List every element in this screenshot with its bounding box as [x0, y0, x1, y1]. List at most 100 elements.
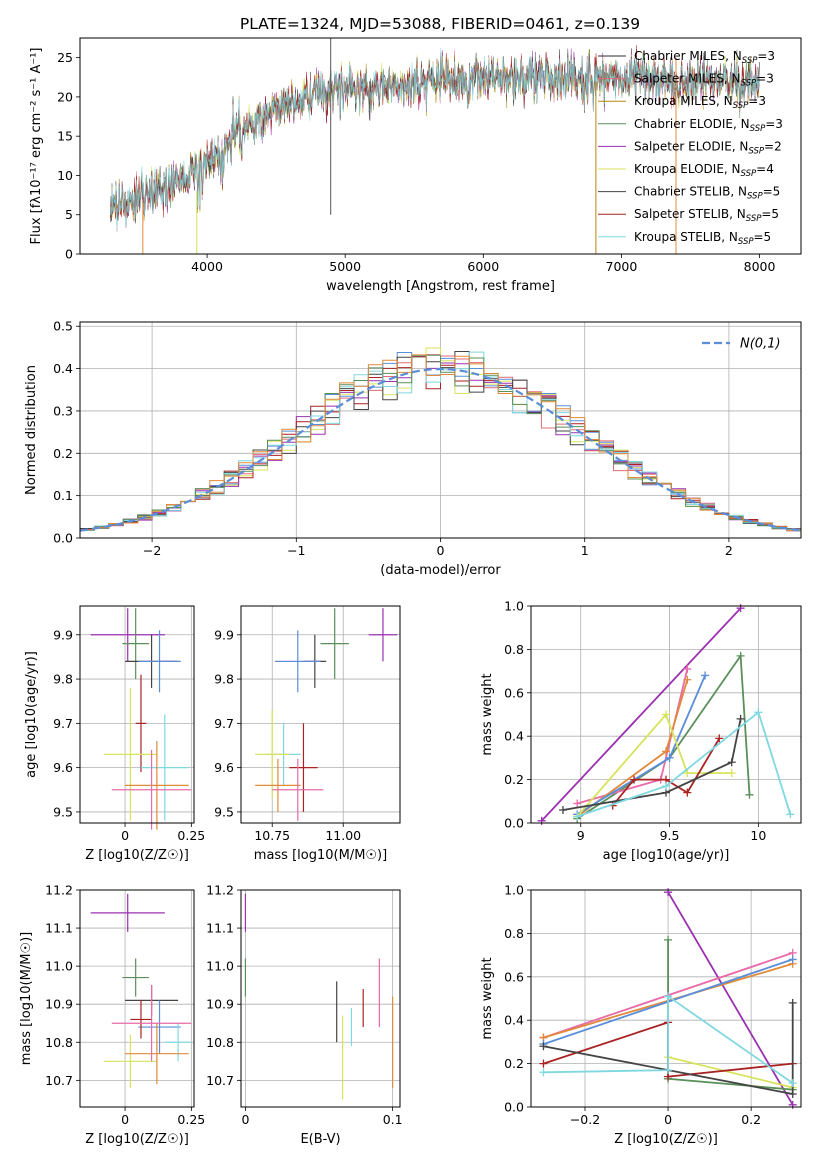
- mass-weight-vs-age-panel: 9 9.5 10 0.0 0.2 0.4 0.6 0.8 1.0 age [log10(age/y…: [480, 599, 802, 863]
- weight-line: [576, 710, 792, 818]
- legend-entry-text: Chabrier STELIB, N: [634, 185, 747, 199]
- weight-marker: [558, 805, 567, 814]
- x-tick-label: 7000: [606, 259, 638, 274]
- weight-marker: [539, 1059, 548, 1068]
- residual-histogram-panel: −2 −1 0 1 2 0.0 0.1 0.2 0.3 0.4 0.5 (data-model)/er…: [24, 319, 802, 578]
- y-tick-label: 9.5: [53, 804, 73, 819]
- axes-frame: [79, 889, 195, 1108]
- figure-title: PLATE=1324, MJD=53088, FIBERID=0461, z=0…: [240, 15, 640, 33]
- y-tick-label: 1.0: [504, 883, 524, 898]
- y-tick-label: 0.0: [53, 531, 73, 546]
- legend-entry-text: Kroupa STELIB, N: [634, 230, 738, 244]
- weight-marker: [727, 758, 736, 767]
- y-tick-label: 0.4: [53, 361, 73, 376]
- legend-entry-subscript: SSP: [747, 192, 763, 202]
- axes-frame: [530, 889, 802, 1108]
- y-tick-label: 0.1: [53, 488, 73, 503]
- weight-marker: [662, 782, 670, 791]
- weight-marker: [683, 788, 692, 797]
- y-axis-label: Flux [fλ10⁻¹⁷ erg cm⁻² s⁻¹ A⁻¹]: [29, 48, 44, 245]
- x-axis-label: Z [log10(Z/Z☉)]: [85, 848, 189, 863]
- weight-line: [667, 1056, 793, 1089]
- x-tick-label: −0.2: [570, 1112, 600, 1127]
- x-tick-label: 10: [750, 828, 766, 843]
- y-tick-label: 0.2: [53, 446, 73, 461]
- legend-entry-text: Salpeter STELIB, N: [634, 207, 746, 221]
- y-tick-label: 0.2: [504, 1056, 524, 1071]
- legend-entry-subscript: SSP: [738, 237, 754, 247]
- y-axis-label: age [log10(age/yr)]: [24, 651, 39, 778]
- y-tick-label: 0.4: [504, 729, 524, 744]
- y-tick-label: 0.6: [504, 685, 524, 700]
- weight-marker: [715, 734, 724, 743]
- weight-marker: [754, 708, 763, 717]
- weight-marker: [736, 651, 745, 660]
- x-tick-label: 0: [664, 1112, 672, 1127]
- weight-marker: [788, 1089, 797, 1098]
- x-tick-label: 1: [581, 543, 589, 558]
- legend-entry: Salpeter MILES, NSSP=3: [634, 72, 774, 89]
- y-tick-label: 11.0: [45, 959, 73, 974]
- weight-line: [562, 718, 742, 811]
- y-tick-label: 9.5: [214, 804, 234, 819]
- legend-entry: Salpeter ELODIE, NSSP=2: [634, 139, 782, 156]
- legend-entry: Kroupa ELODIE, NSSP=4: [634, 162, 774, 179]
- y-axis-label: mass [log10(M/M☉)]: [19, 932, 34, 1065]
- legend-entry: Salpeter STELIB, NSSP=5: [634, 207, 779, 224]
- y-tick-label: 9.8: [214, 672, 234, 687]
- x-tick-label: 0.25: [177, 828, 205, 843]
- y-axis-label: mass weight: [480, 673, 495, 755]
- y-tick-label: 0.4: [504, 1013, 524, 1028]
- y-tick-label: 9.7: [214, 716, 234, 731]
- x-axis-label: (data-model)/error: [380, 563, 501, 578]
- legend-entry-value: =3: [748, 94, 766, 108]
- x-axis-label: Z [log10(Z/Z☉)]: [614, 1132, 718, 1147]
- x-tick-label: 5000: [329, 259, 361, 274]
- mass-weight-vs-metallicity-panel: −0.2 0 0.2 0.0 0.2 0.4 0.6 0.8 1.0 Z [log10(Z/Z☉)…: [480, 883, 802, 1147]
- histogram-step: [80, 354, 801, 531]
- y-tick-label: 0.5: [53, 319, 73, 334]
- legend-entry-text: Chabrier ELODIE, N: [634, 117, 750, 131]
- x-tick-label: 0: [121, 828, 129, 843]
- y-tick-label: 11.1: [206, 921, 234, 936]
- weight-marker: [664, 1066, 673, 1075]
- legend-entry-subscript: SSP: [748, 146, 764, 156]
- histogram-step: [80, 354, 801, 531]
- x-axis-label: Z [log10(Z/Z☉)]: [85, 1132, 189, 1147]
- y-axis-label: mass weight: [480, 957, 495, 1039]
- weight-marker: [736, 714, 745, 723]
- spectrum-line: [110, 47, 760, 231]
- x-tick-label: −2: [143, 543, 161, 558]
- legend-entry: Kroupa MILES, NSSP=3: [634, 94, 766, 111]
- age-vs-metallicity-panel: 0 0.25 9.5 9.6 9.7 9.8 9.9 Z [log10(Z/Z☉)] age […: [24, 605, 205, 863]
- x-tick-label: 6000: [467, 259, 499, 274]
- legend-entry-value: =3: [757, 49, 775, 63]
- y-tick-label: 10.8: [45, 1035, 73, 1050]
- legend-entry-subscript: SSP: [746, 214, 762, 224]
- weight-marker: [539, 1068, 548, 1077]
- legend-entry-value: =5: [763, 185, 781, 199]
- weight-marker: [665, 753, 674, 762]
- y-tick-label: 9.9: [53, 627, 73, 642]
- y-tick-label: 11.0: [206, 959, 234, 974]
- y-tick-label: 10.7: [45, 1073, 73, 1088]
- y-tick-label: 0.8: [504, 926, 524, 941]
- weight-marker: [701, 671, 710, 680]
- y-tick-label: 1.0: [504, 599, 524, 614]
- y-tick-label: 0.2: [504, 772, 524, 787]
- y-tick-label: 9.8: [53, 672, 73, 687]
- x-tick-label: 2: [725, 543, 733, 558]
- y-tick-label: 9.6: [53, 760, 73, 775]
- weight-marker: [662, 747, 670, 756]
- axes-frame: [530, 605, 802, 824]
- legend-entry-value: =2: [764, 139, 782, 153]
- histogram-step: [80, 347, 801, 531]
- axes-frame: [79, 37, 802, 255]
- x-tick-label: −1: [287, 543, 305, 558]
- legend-entry-value: =5: [754, 230, 772, 244]
- mass-vs-metallicity-panel: 0 0.25 10.7 10.8 10.9 11.0 11.1 11.2 Z [log10(Z/…: [19, 883, 205, 1148]
- x-tick-label: 0.25: [177, 1112, 205, 1127]
- legend-entry-text: Chabrier MILES, N: [634, 49, 742, 63]
- weight-marker: [683, 769, 692, 778]
- weight-line: [543, 994, 794, 1084]
